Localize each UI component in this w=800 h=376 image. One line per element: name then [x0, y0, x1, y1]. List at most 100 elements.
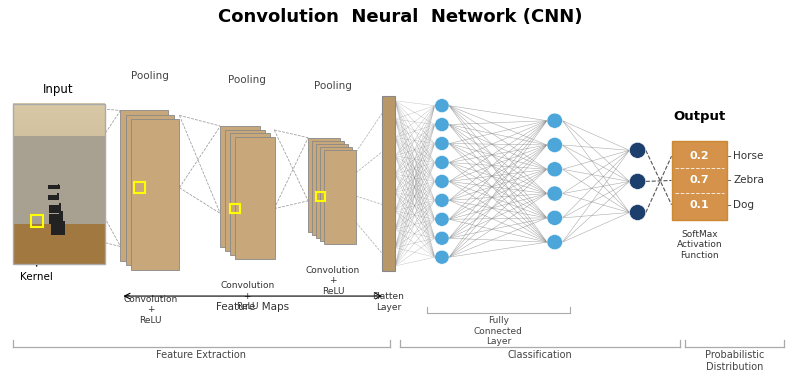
Bar [13, 146, 105, 152]
Bar [13, 247, 105, 253]
Bar [13, 215, 105, 221]
Circle shape [434, 136, 449, 150]
Bar [13, 114, 105, 120]
Circle shape [547, 137, 562, 153]
Text: Pooling: Pooling [228, 75, 266, 85]
Text: 0.2: 0.2 [690, 151, 710, 161]
Text: Feature Extraction: Feature Extraction [156, 350, 246, 361]
Bar [126, 115, 174, 265]
Text: Convolution
+
ReLU: Convolution + ReLU [220, 282, 274, 311]
Bar [13, 242, 105, 248]
Text: Input: Input [43, 83, 74, 96]
Text: Output: Output [674, 110, 726, 123]
Bar [13, 129, 105, 136]
Bar [13, 108, 105, 114]
Circle shape [547, 162, 562, 177]
Bar [58, 211, 62, 224]
Bar [57, 194, 58, 200]
Bar [324, 150, 356, 244]
Bar [13, 156, 105, 162]
Circle shape [630, 173, 646, 190]
Bar [13, 258, 105, 264]
Bar [13, 220, 105, 227]
Bar [225, 130, 265, 251]
Bar [13, 236, 105, 243]
Bar [13, 194, 105, 200]
Bar [13, 204, 105, 211]
Bar [13, 183, 105, 189]
Bar [13, 103, 105, 109]
Bar [13, 151, 105, 157]
Text: Pooling: Pooling [131, 71, 170, 81]
Bar [234, 137, 274, 259]
Bar [13, 177, 105, 184]
Circle shape [547, 210, 562, 226]
Bar [61, 221, 65, 235]
Text: Kernel: Kernel [20, 272, 53, 282]
Bar [13, 226, 105, 232]
Bar [13, 172, 105, 179]
Bar [30, 215, 42, 227]
Bar [320, 147, 352, 241]
Circle shape [434, 212, 449, 226]
Bar [230, 204, 240, 214]
Text: Horse: Horse [734, 151, 764, 161]
Circle shape [434, 118, 449, 132]
Bar [316, 144, 348, 238]
Bar [13, 188, 105, 194]
Bar [50, 205, 61, 213]
Bar [131, 119, 179, 270]
Bar [13, 119, 105, 125]
Bar [220, 126, 260, 247]
Text: Convolution
+
ReLU: Convolution + ReLU [123, 295, 178, 325]
Bar [382, 96, 395, 271]
Text: Convolution  Neural  Network (CNN): Convolution Neural Network (CNN) [218, 9, 582, 26]
Bar [13, 219, 105, 264]
Text: Flatten
Layer: Flatten Layer [373, 292, 405, 312]
Bar [13, 162, 105, 168]
Bar [13, 136, 105, 224]
Bar [13, 135, 105, 141]
Text: Classification: Classification [507, 350, 572, 361]
Bar [49, 185, 59, 189]
Bar [13, 199, 105, 205]
Text: Probabilistic
Distribution: Probabilistic Distribution [705, 350, 764, 372]
Circle shape [434, 193, 449, 207]
Bar [51, 224, 62, 235]
Text: Fully
Connected
Layer: Fully Connected Layer [474, 317, 522, 346]
Bar [13, 231, 105, 237]
Bar [50, 214, 61, 224]
Circle shape [630, 205, 646, 220]
Circle shape [547, 113, 562, 128]
Bar [13, 252, 105, 259]
Bar [47, 195, 58, 200]
Circle shape [547, 235, 562, 250]
Circle shape [630, 143, 646, 158]
Bar [13, 124, 105, 130]
Bar [13, 104, 105, 264]
Bar [13, 167, 105, 173]
Bar [316, 192, 325, 201]
Text: Dog: Dog [734, 200, 754, 210]
Circle shape [434, 155, 449, 170]
Bar [58, 203, 62, 213]
Text: Convolution
+
ReLU: Convolution + ReLU [306, 266, 360, 296]
Circle shape [434, 231, 449, 245]
Text: 0.7: 0.7 [690, 176, 710, 185]
Circle shape [434, 250, 449, 264]
Text: Pooling: Pooling [314, 81, 352, 91]
Circle shape [434, 174, 449, 188]
Bar [230, 133, 270, 255]
Bar [134, 182, 146, 193]
Text: SoftMax
Activation
Function: SoftMax Activation Function [677, 230, 722, 260]
Text: Feature  Maps: Feature Maps [216, 302, 290, 312]
Bar [308, 138, 340, 232]
Bar [13, 140, 105, 146]
Bar [312, 141, 344, 235]
Bar [13, 209, 105, 216]
Circle shape [547, 186, 562, 201]
Text: 0.1: 0.1 [690, 200, 710, 210]
Bar [121, 111, 169, 261]
Text: Zebra: Zebra [734, 176, 764, 185]
Bar [671, 141, 727, 220]
